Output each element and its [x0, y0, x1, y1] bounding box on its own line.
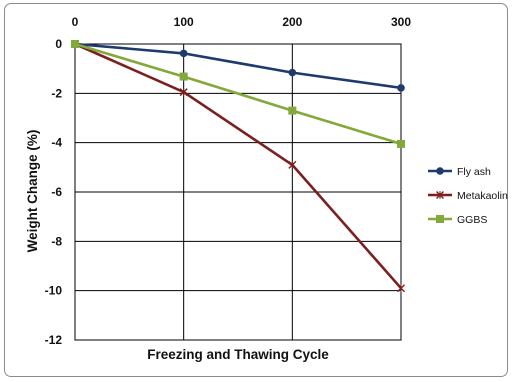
- data-point-metakaolin: [288, 160, 297, 169]
- data-point-ggbs: [179, 72, 188, 81]
- legend-label-ggbs: GGBS: [457, 214, 487, 226]
- data-point-ggbs: [397, 139, 405, 148]
- data-point-ggbs: [288, 106, 297, 115]
- y-tick-label: -4: [51, 136, 62, 150]
- x-tick-label: 100: [174, 15, 194, 29]
- x-tick-label: 200: [282, 15, 302, 29]
- legend-label-metakaolin: Metakaolin: [457, 190, 508, 202]
- y-axis-title: Weight Change (%): [25, 130, 40, 253]
- data-point-metakaolin: [397, 284, 405, 293]
- series-layer: [71, 40, 405, 293]
- y-tick-label: -10: [45, 284, 63, 298]
- y-tick-label: 0: [55, 37, 62, 51]
- legend-marker-fly-ash: [436, 167, 444, 175]
- y-tick-label: -6: [51, 185, 62, 199]
- legend: Fly ash Metakaolin GGBS: [428, 166, 508, 226]
- axes: [74, 43, 402, 341]
- y-tick-label: -2: [51, 86, 62, 100]
- series-line-ggbs: [74, 42, 402, 146]
- legend-item-fly-ash: Fly ash: [428, 166, 491, 178]
- data-point-fly-ash: [288, 68, 297, 77]
- legend-marker-metakaolin: [436, 191, 444, 199]
- tick-labels: 0 100 200 300 0 -2 -4 -6 -8 -10 -12: [45, 15, 412, 347]
- x-tick-label: 0: [72, 15, 79, 29]
- data-point-fly-ash: [397, 84, 405, 92]
- legend-marker-ggbs: [436, 215, 444, 223]
- data-point-metakaolin: [179, 88, 188, 97]
- legend-item-ggbs: GGBS: [428, 214, 487, 226]
- data-point-fly-ash: [179, 49, 188, 58]
- legend-item-metakaolin: Metakaolin: [428, 190, 508, 202]
- series-line-fly-ash: [74, 42, 402, 90]
- x-axis-title: Freezing and Thawing Cycle: [147, 347, 329, 362]
- grid-lines: [74, 43, 402, 341]
- plot-area-border: [74, 43, 402, 341]
- data-point-ggbs: [71, 40, 79, 48]
- series-line-metakaolin: [74, 42, 402, 290]
- y-tick-label: -8: [51, 234, 62, 248]
- legend-label-fly-ash: Fly ash: [457, 166, 491, 178]
- x-tick-label: 300: [391, 15, 411, 29]
- y-tick-label: -12: [45, 333, 63, 347]
